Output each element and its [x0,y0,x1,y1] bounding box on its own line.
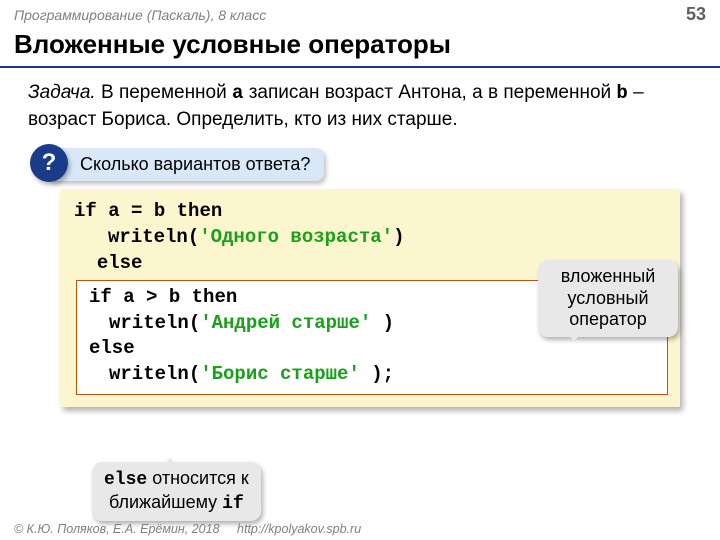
slide-footer: © К.Ю. Поляков, Е.А. Ерёмин, 2018 http:/… [14,522,361,536]
code-line-1: if a = b then [74,199,666,225]
task-text: Задача. В переменной a записан возраст А… [0,68,720,138]
question-block: ? Сколько вариантов ответа? [48,148,720,181]
var-b: b [616,82,627,104]
slide-title: Вложенные условные операторы [0,27,720,68]
var-a: a [232,82,243,104]
task-label: Задача. [28,82,96,103]
question-text: Сколько вариантов ответа? [80,154,310,174]
slide-header: Программирование (Паскаль), 8 класс 53 [0,0,720,27]
footer-url: http://kpolyakov.spb.ru [237,522,361,536]
code-line-2: writeln('Одного возраста') [74,225,666,251]
course-label: Программирование (Паскаль), 8 класс [14,7,266,23]
question-box: ? Сколько вариантов ответа? [48,148,324,181]
callout-else-if: else относится кближайшему if [92,462,261,521]
copyright: © К.Ю. Поляков, Е.А. Ерёмин, 2018 [14,522,220,536]
page-number: 53 [686,4,706,25]
question-mark-icon: ? [30,144,68,182]
callout-nested-operator: вложенный условный оператор [538,260,678,337]
inner-line-4: writeln('Борис старше' ); [89,362,657,388]
